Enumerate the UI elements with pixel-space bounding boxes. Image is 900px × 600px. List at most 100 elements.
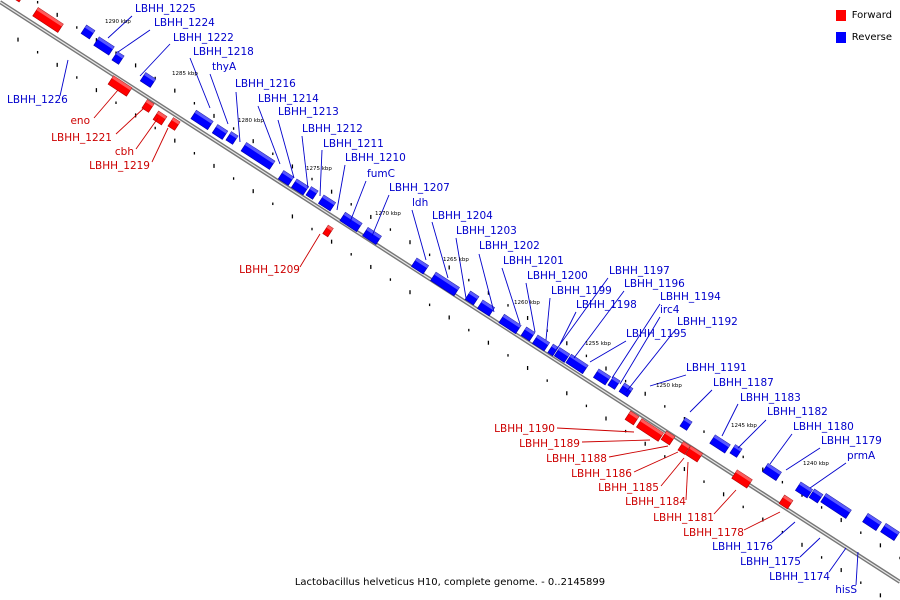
leader-line <box>619 316 661 385</box>
reverse-gene-label: LBHH_1179 <box>821 435 882 447</box>
leader-line <box>545 297 551 341</box>
leader-line <box>411 209 427 261</box>
leader-line <box>431 221 449 279</box>
reverse-gene-block <box>211 124 229 140</box>
reverse-gene-label: LBHH_1199 <box>551 285 612 297</box>
leader-line <box>581 439 651 443</box>
reverse-gene-label: LBHH_1216 <box>235 78 296 90</box>
reverse-gene-label: LBHH_1226 <box>7 94 68 106</box>
forward-gene-label: LBHH_1186 <box>571 468 632 480</box>
reverse-gene-block <box>531 334 551 352</box>
reverse-gene-label: thyA <box>212 61 237 73</box>
leader-line <box>660 457 685 487</box>
genome-caption: Lactobacillus helveticus H10, complete g… <box>294 577 606 588</box>
scale-label: 1255 kbp <box>585 341 611 347</box>
reverse-gene-label: LBHH_1224 <box>154 17 215 29</box>
reverse-gene-label: LBHH_1225 <box>135 3 196 15</box>
reverse-gene-block <box>607 376 621 390</box>
forward-gene-label: LBHH_1181 <box>653 512 714 524</box>
scale-label: 1290 kbp <box>105 19 131 25</box>
scale-label: 1250 kbp <box>656 383 682 389</box>
forward-gene-label: LBHH_1209 <box>239 264 300 276</box>
scale-label: 1240 kbp <box>803 461 829 467</box>
leader-line <box>559 311 577 345</box>
forward-gene-block <box>684 445 704 463</box>
leader-line <box>455 237 467 299</box>
reverse-gene-label: ldh <box>412 197 428 209</box>
reverse-gene-block <box>476 299 496 317</box>
reverse-gene-label: LBHH_1183 <box>740 392 801 404</box>
reverse-gene-label: LBHH_1174 <box>769 571 830 583</box>
leader-line <box>608 445 669 458</box>
reverse-gene-block <box>808 488 824 504</box>
leader-line <box>685 461 689 501</box>
reverse-gene-label: LBHH_1196 <box>624 278 685 290</box>
gene-labels: LBHH_1225 LBHH_1224 LBHH_1222 LBHH_1218 thyA… <box>7 3 882 596</box>
leader-line <box>771 521 796 543</box>
forward-gene-block <box>6 0 26 3</box>
reverse-gene-label: LBHH_1180 <box>793 421 854 433</box>
scale-label: 1275 kbp <box>306 166 332 172</box>
scale-label: 1280 kbp <box>238 118 264 124</box>
reverse-gene-label: prmA <box>847 450 876 462</box>
forward-gene-label: LBHH_1219 <box>89 160 150 172</box>
reverse-gene-block <box>317 194 337 212</box>
reverse-gene-label: LBHH_1214 <box>258 93 319 105</box>
reverse-gene-block <box>190 109 214 131</box>
leader-line <box>573 290 625 359</box>
leader-line <box>855 551 859 586</box>
forward-gene-label: cbh <box>115 146 134 158</box>
leader-line <box>299 233 321 268</box>
leader-line <box>151 127 169 163</box>
reverse-gene-label: LBHH_1197 <box>609 265 670 277</box>
leader-line <box>59 59 69 97</box>
reverse-gene-label: LBHH_1204 <box>432 210 493 222</box>
leader-line <box>478 253 495 313</box>
leader-line <box>107 15 133 39</box>
leader-line <box>235 91 241 143</box>
leader-line <box>501 267 521 325</box>
leader-line <box>611 303 661 379</box>
leader-line <box>139 43 171 77</box>
scale-label: 1265 kbp <box>443 257 469 263</box>
reverse-gene-label: fumC <box>367 168 395 180</box>
leader-line <box>649 374 687 387</box>
forward-gene-label: eno <box>70 115 90 127</box>
leader-line <box>319 149 323 197</box>
reverse-gene-block <box>80 24 96 40</box>
forward-gene-label: LBHH_1189 <box>519 438 580 450</box>
reverse-gene-block <box>553 347 571 363</box>
reverse-gene-block <box>464 290 480 306</box>
leader-line <box>785 447 821 471</box>
legend-forward-label: Forward <box>851 10 892 21</box>
reverse-gene-label: LBHH_1211 <box>323 138 384 150</box>
reverse-gene-block <box>277 170 295 186</box>
leader-line <box>589 340 627 363</box>
forward-gene-block <box>141 99 155 113</box>
legend-forward: Forward <box>836 8 892 23</box>
reverse-gene-block <box>880 523 900 541</box>
scale-label: 1245 kbp <box>731 423 757 429</box>
reverse-gene-label: hisS <box>835 584 857 596</box>
forward-gene-block <box>660 430 676 446</box>
reverse-gene-label: LBHH_1195 <box>626 328 687 340</box>
forward-swatch <box>836 10 846 21</box>
reverse-gene-block <box>290 178 310 196</box>
reverse-gene-label: irc4 <box>660 304 680 316</box>
reverse-gene-block <box>410 257 430 275</box>
forward-gene-block <box>167 117 181 131</box>
reverse-gene-label: LBHH_1182 <box>767 406 828 418</box>
reverse-gene-block <box>305 186 319 200</box>
reverse-gene-block <box>709 434 731 454</box>
gene-blocks <box>6 0 900 541</box>
reverse-gene-block <box>762 463 782 481</box>
reverse-gene-block <box>679 417 693 431</box>
forward-gene-block <box>677 441 691 455</box>
scale-ticks <box>17 0 900 598</box>
reverse-gene-label: LBHH_1210 <box>345 152 406 164</box>
reverse-gene-block <box>111 51 125 65</box>
forward-gene-label: LBHH_1188 <box>546 453 607 465</box>
leader-line <box>625 328 677 393</box>
leader-line <box>525 282 536 333</box>
reverse-gene-label: LBHH_1212 <box>302 123 363 135</box>
